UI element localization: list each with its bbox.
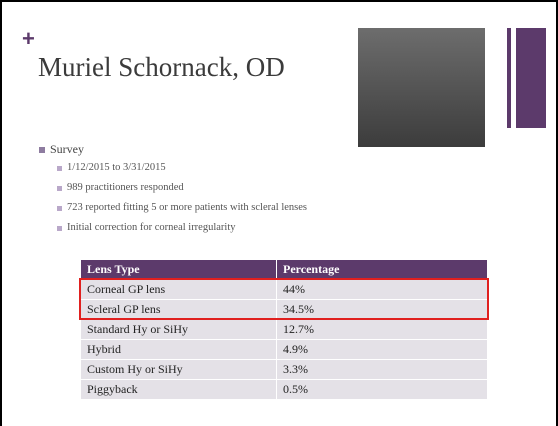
accent-block xyxy=(516,28,546,128)
table-cell: 0.5% xyxy=(277,380,488,400)
photo xyxy=(358,28,485,147)
table-cell: Standard Hy or SiHy xyxy=(81,320,277,340)
bullet: Survey xyxy=(50,142,84,157)
sub-bullet: Initial correction for corneal irregular… xyxy=(67,222,236,233)
accent-bar xyxy=(507,28,511,128)
header-cell: Lens Type xyxy=(81,260,277,280)
slide: + Muriel Schornack, OD Survey 1/12/2015 t… xyxy=(0,0,558,426)
sub-bullet: 1/12/2015 to 3/31/2015 xyxy=(67,162,166,173)
table-cell: Piggyback xyxy=(81,380,277,400)
slide-title: Muriel Schornack, OD xyxy=(38,52,285,83)
plus-mark: + xyxy=(22,26,35,52)
header-cell: Percentage xyxy=(277,260,488,280)
sub-bullet: 723 reported fitting 5 or more patients … xyxy=(67,202,307,213)
table-cell: 3.3% xyxy=(277,360,488,380)
table-cell: 4.9% xyxy=(277,340,488,360)
sub-bullet: 989 practitioners responded xyxy=(67,182,184,193)
table-cell: Custom Hy or SiHy xyxy=(81,360,277,380)
highlight-box xyxy=(79,278,489,320)
table-cell: 12.7% xyxy=(277,320,488,340)
table-cell: Hybrid xyxy=(81,340,277,360)
